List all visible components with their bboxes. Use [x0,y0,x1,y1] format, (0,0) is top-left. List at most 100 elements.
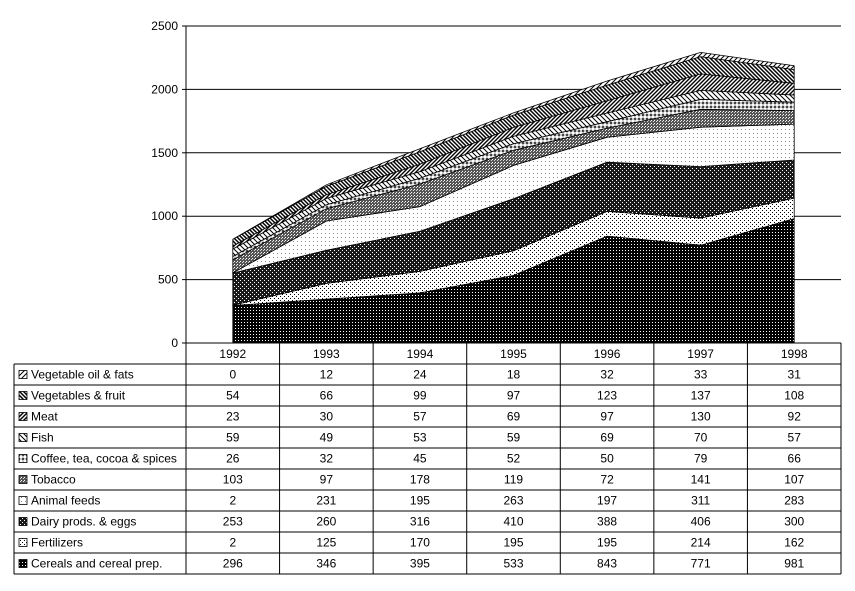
data-value-label: 0 [229,368,236,382]
data-value-label: 69 [600,431,614,445]
y-tick-label: 2000 [151,82,178,96]
data-value-label: 108 [784,389,804,403]
data-value-label: 97 [320,473,334,487]
area-series-group [232,51,795,344]
x-category-label: 1993 [313,347,340,361]
data-value-label: 137 [691,389,711,403]
data-value-label: 2 [229,494,236,508]
data-value-label: 296 [223,557,243,571]
data-value-label: 26 [226,452,240,466]
data-value-label: 32 [600,368,614,382]
x-category-label: 1994 [407,347,434,361]
legend-key [18,496,28,505]
data-value-label: 981 [784,557,804,571]
data-value-label: 50 [600,452,614,466]
data-value-label: 162 [784,536,804,550]
data-value-label: 260 [316,515,336,529]
legend-label: Fertilizers [31,536,83,550]
data-value-label: 66 [320,389,334,403]
data-value-label: 54 [226,389,240,403]
area-vegetable-oil-fats [232,51,795,240]
y-tick-label: 500 [158,273,178,287]
data-value-label: 253 [223,515,243,529]
data-value-label: 33 [694,368,708,382]
data-value-label: 263 [503,494,523,508]
data-value-label: 231 [316,494,336,508]
data-value-label: 31 [788,368,802,382]
data-value-label: 24 [413,368,427,382]
data-value-label: 395 [410,557,430,571]
data-value-label: 79 [694,452,708,466]
legend-key [18,454,28,463]
data-value-label: 49 [320,431,334,445]
x-category-label: 1998 [781,347,808,361]
data-value-label: 57 [413,410,427,424]
data-value-label: 30 [320,410,334,424]
legend-label: Meat [31,410,58,424]
data-value-label: 103 [223,473,243,487]
legend-key [18,391,28,400]
data-value-label: 45 [413,452,427,466]
y-tick-label: 2500 [151,19,178,33]
data-value-label: 92 [788,410,802,424]
x-category-label: 1996 [594,347,621,361]
y-axis-ticks: 0 500 1000 1500 2000 2500 [151,19,186,350]
data-value-label: 32 [320,452,334,466]
data-value-label: 533 [503,557,523,571]
data-value-label: 346 [316,557,336,571]
data-value-label: 52 [507,452,521,466]
data-value-label: 59 [226,431,240,445]
data-value-label: 72 [600,473,614,487]
legend-key [18,370,28,379]
data-value-label: 107 [784,473,804,487]
y-tick-label: 1000 [151,209,178,223]
data-value-label: 66 [788,452,802,466]
data-value-label: 141 [691,473,711,487]
data-value-label: 57 [788,431,802,445]
data-value-label: 214 [691,536,711,550]
y-tick-label: 0 [171,336,178,350]
data-value-label: 97 [507,389,521,403]
data-value-label: 2 [229,536,236,550]
x-category-label: 1992 [219,347,246,361]
data-value-label: 130 [691,410,711,424]
data-value-label: 18 [507,368,521,382]
data-value-label: 843 [597,557,617,571]
data-value-label: 125 [316,536,336,550]
data-value-label: 195 [597,536,617,550]
x-category-label: 1997 [687,347,714,361]
data-value-label: 197 [597,494,617,508]
y-tick-label: 1500 [151,146,178,160]
legend-key [18,517,28,526]
x-category-label: 1995 [500,347,527,361]
data-value-label: 69 [507,410,521,424]
data-value-label: 283 [784,494,804,508]
data-value-label: 170 [410,536,430,550]
data-value-label: 410 [503,515,523,529]
legend-label: Cereals and cereal prep. [31,557,162,571]
data-value-label: 771 [691,557,711,571]
data-value-label: 12 [320,368,334,382]
legend-label: Fish [31,431,54,445]
data-value-label: 99 [413,389,427,403]
legend-label: Vegetable oil & fats [31,368,134,382]
data-value-label: 59 [507,431,521,445]
data-value-label: 300 [784,515,804,529]
legend-key [18,559,28,568]
legend-label: Tobacco [31,473,76,487]
data-value-label: 23 [226,410,240,424]
legend-label: Coffee, tea, cocoa & spices [31,452,177,466]
legend-label: Vegetables & fruit [31,389,126,403]
legend-key [18,433,28,442]
data-value-label: 119 [504,473,523,487]
data-value-label: 70 [694,431,708,445]
data-value-label: 123 [597,389,617,403]
legend-key [18,538,28,547]
data-table: 1992 1993 1994 1995 1996 1997 1998 Vegetable oi… [13,342,842,575]
data-value-label: 311 [691,494,710,508]
data-value-label: 388 [597,515,617,529]
legend-key [18,475,28,484]
data-value-label: 195 [503,536,523,550]
data-value-label: 316 [410,515,430,529]
